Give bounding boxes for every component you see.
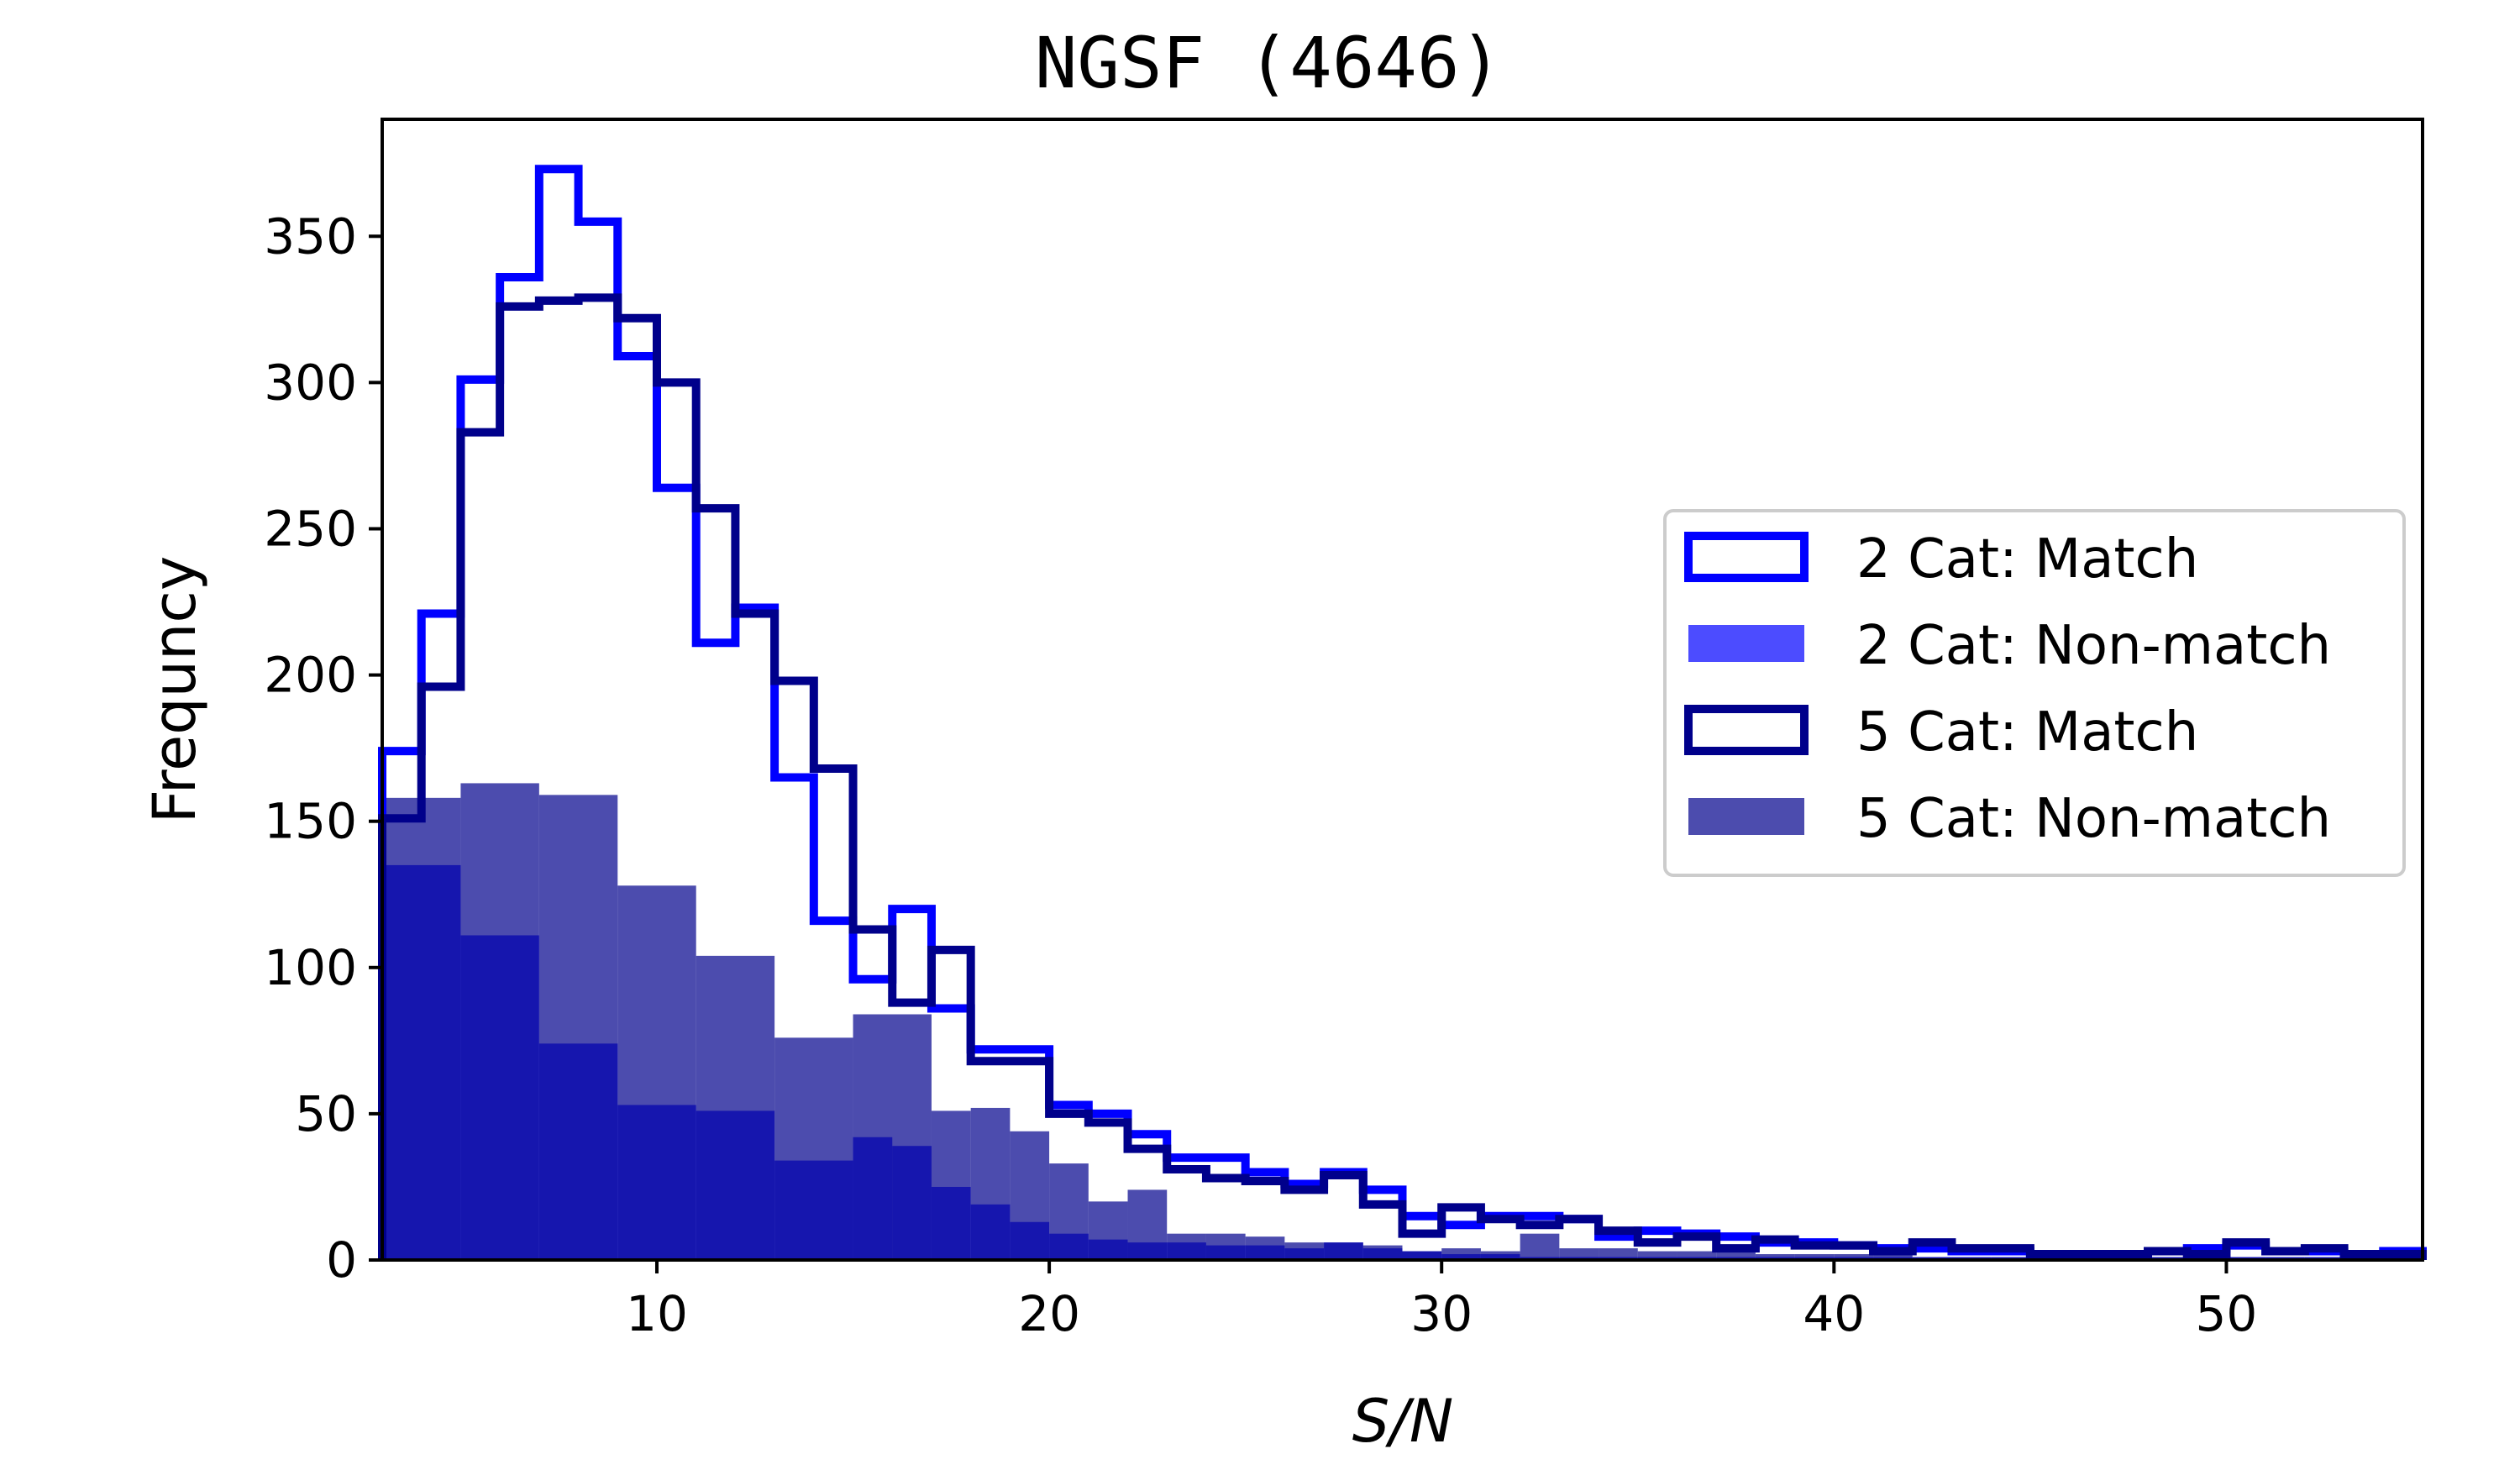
hist-bar xyxy=(617,885,696,1260)
hist-bar xyxy=(1637,1251,1677,1260)
y-axis-label: Frequncy xyxy=(140,556,209,824)
hist-bar xyxy=(1402,1251,1442,1260)
hist-bar xyxy=(1245,1236,1285,1260)
legend-swatch-2cat-nonmatch xyxy=(1688,625,1804,662)
hist-bar xyxy=(1794,1254,1835,1260)
legend: 2 Cat: Match 2 Cat: Non-match 5 Cat: Mat… xyxy=(1663,509,2406,877)
hist-bar xyxy=(1362,1245,1403,1260)
x-tick-label: 50 xyxy=(2196,1285,2258,1342)
y-axis-ticks: 0 50 100 150 200 250 300 350 xyxy=(264,207,382,1289)
legend-label-5cat-match: 5 Cat: Match xyxy=(1856,701,2198,764)
hist-bar xyxy=(1559,1248,1599,1260)
x-tick-label: 20 xyxy=(1018,1285,1080,1342)
plot-frame xyxy=(381,118,2424,1262)
chart-title: NGSF (4646) xyxy=(1035,22,1502,104)
hist-bar xyxy=(1127,1189,1168,1260)
x-tick-label: 10 xyxy=(626,1285,688,1342)
legend-frame xyxy=(1663,509,2406,877)
hist-bar xyxy=(1284,1242,1325,1260)
legend-label-2cat-nonmatch: 2 Cat: Non-match xyxy=(1856,615,2331,677)
legend-swatch-5cat-match xyxy=(1684,705,1809,755)
y-tick-label: 100 xyxy=(264,939,357,996)
y-tick-label: 0 xyxy=(326,1231,357,1289)
hist-bar xyxy=(1755,1254,1795,1260)
hist-bar xyxy=(460,783,539,1260)
legend-swatch-5cat-nonmatch xyxy=(1688,798,1804,835)
y-tick-label: 50 xyxy=(295,1085,357,1142)
legend-label-5cat-nonmatch: 5 Cat: Non-match xyxy=(1856,788,2331,850)
hist-bar xyxy=(1873,1254,1913,1260)
hist-bar xyxy=(1205,1233,1246,1260)
x-tick-label: 30 xyxy=(1410,1285,1473,1342)
y-tick-label: 150 xyxy=(264,793,357,850)
y-tick-label: 200 xyxy=(264,647,357,704)
legend-swatch-2cat-match xyxy=(1684,532,1809,582)
hist-bar xyxy=(382,797,461,1260)
hist-bar xyxy=(774,1037,853,1260)
legend-label-2cat-match: 2 Cat: Match xyxy=(1856,528,2198,591)
y-tick-label: 300 xyxy=(264,354,357,411)
hist-bar xyxy=(1088,1201,1128,1260)
hist-bar xyxy=(853,1014,932,1260)
hist-bar xyxy=(1441,1248,1481,1260)
hist-bar xyxy=(1599,1248,1638,1260)
histogram-series-group xyxy=(378,165,2427,1260)
x-axis-label: S/N xyxy=(1352,1387,1453,1456)
hist-bar xyxy=(1520,1233,1560,1260)
hist-bar xyxy=(1480,1251,1520,1260)
series-3-step-line xyxy=(378,293,2427,1260)
x-tick-label: 40 xyxy=(1803,1285,1865,1342)
series-1-bars xyxy=(382,783,2423,1260)
x-axis-ticks: 10 20 30 40 50 xyxy=(626,1260,2257,1342)
hist-bar xyxy=(931,1110,971,1260)
y-tick-label: 250 xyxy=(264,500,357,557)
hist-bar xyxy=(970,1107,1011,1260)
hist-bar xyxy=(1010,1131,1050,1260)
hist-bar xyxy=(538,795,618,1260)
hist-bar xyxy=(1324,1242,1363,1260)
hist-bar xyxy=(1167,1233,1206,1260)
y-tick-label: 350 xyxy=(264,207,357,265)
hist-bar xyxy=(1049,1163,1089,1260)
hist-bar xyxy=(696,955,775,1260)
hist-bar xyxy=(1834,1254,1874,1260)
hist-bar xyxy=(1677,1251,1717,1260)
